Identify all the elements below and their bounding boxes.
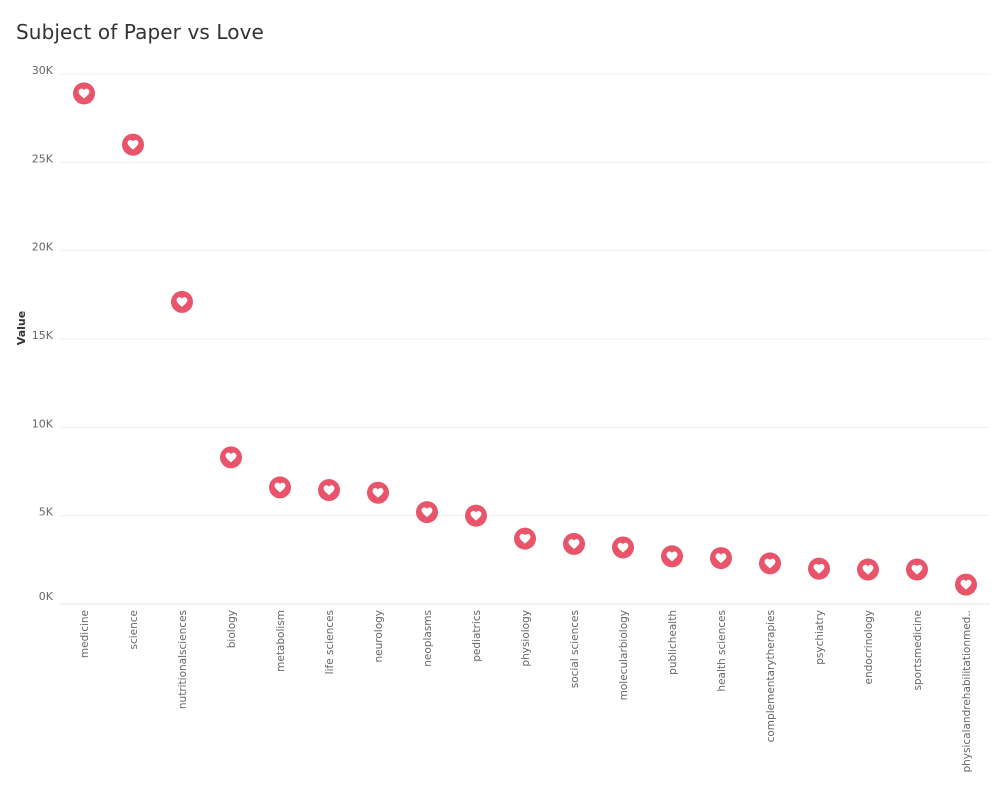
y-tick-label: 5K [39, 506, 54, 519]
y-tick-label: 0K [39, 590, 54, 603]
data-point[interactable] [857, 558, 879, 581]
data-point[interactable] [269, 476, 291, 499]
x-category-label: sportsmedicine [912, 610, 924, 691]
y-axis-ticks: 0K 5K 10K 15K 20K 25K 30K [32, 64, 54, 603]
x-category-label: science [128, 610, 140, 650]
heart-icon [911, 564, 923, 575]
heart-icon [960, 579, 972, 590]
data-point[interactable] [171, 290, 193, 313]
heart-icon [715, 553, 727, 564]
heart-icon [127, 139, 139, 150]
data-point[interactable] [906, 558, 928, 581]
x-category-label: physicalandrehabilitationmed.. [961, 610, 973, 773]
y-tick-label: 25K [32, 152, 54, 165]
data-point[interactable] [220, 446, 242, 469]
data-point[interactable] [416, 501, 438, 524]
heart-icon [225, 452, 237, 463]
x-category-label: physiology [520, 610, 532, 667]
x-category-label: complementarytherapies [765, 610, 777, 742]
heart-icon [764, 558, 776, 569]
x-category-label: neurology [373, 610, 385, 663]
x-category-label: pediatrics [471, 610, 483, 662]
data-point[interactable] [73, 82, 95, 105]
data-point[interactable] [563, 532, 585, 555]
heart-icon [421, 507, 433, 518]
y-axis-label: Value [15, 311, 28, 345]
heart-icon [372, 487, 384, 498]
data-point[interactable] [661, 545, 683, 568]
x-category-label: medicine [79, 610, 91, 658]
data-point[interactable] [808, 557, 830, 580]
x-category-label: social sciences [569, 610, 581, 688]
data-point[interactable] [122, 133, 144, 156]
y-tick-label: 15K [32, 329, 54, 342]
x-category-label: psychiatry [814, 610, 826, 665]
x-category-label: molecularbiology [618, 610, 630, 700]
x-category-label: life sciences [324, 610, 336, 674]
y-tick-label: 10K [32, 417, 54, 430]
x-category-label: metabolism [275, 610, 287, 672]
y-tick-label: 20K [32, 241, 54, 254]
heart-icon [666, 551, 678, 562]
heart-icon [176, 297, 188, 307]
data-point[interactable] [514, 527, 536, 550]
heart-icon [274, 482, 286, 493]
x-axis-categories: medicine science nutritionalsciences biolog… [79, 610, 973, 773]
x-category-label: health sciences [716, 610, 728, 692]
heart-icon [78, 88, 90, 99]
data-points [73, 82, 977, 596]
data-point[interactable] [955, 573, 977, 596]
heart-icon [862, 564, 874, 575]
data-point[interactable] [759, 552, 781, 575]
heart-icon [470, 510, 482, 521]
gridlines [60, 73, 990, 605]
heart-icon [617, 542, 629, 553]
chart-title: Subject of Paper vs Love [16, 20, 264, 44]
heart-icon [813, 563, 825, 574]
data-point[interactable] [465, 504, 487, 527]
data-point[interactable] [612, 536, 634, 559]
x-category-label: neoplasms [422, 610, 434, 667]
x-category-label: endocrinology [863, 610, 875, 685]
x-category-label: publichealth [667, 610, 679, 675]
y-tick-label: 30K [32, 64, 54, 77]
heart-icon [568, 539, 580, 549]
x-category-label: biology [226, 610, 238, 648]
heart-icon [323, 485, 335, 496]
heart-icon [519, 533, 531, 544]
data-point[interactable] [367, 481, 389, 504]
x-category-label: nutritionalsciences [177, 610, 189, 709]
data-point[interactable] [318, 479, 340, 502]
data-point[interactable] [710, 547, 732, 570]
